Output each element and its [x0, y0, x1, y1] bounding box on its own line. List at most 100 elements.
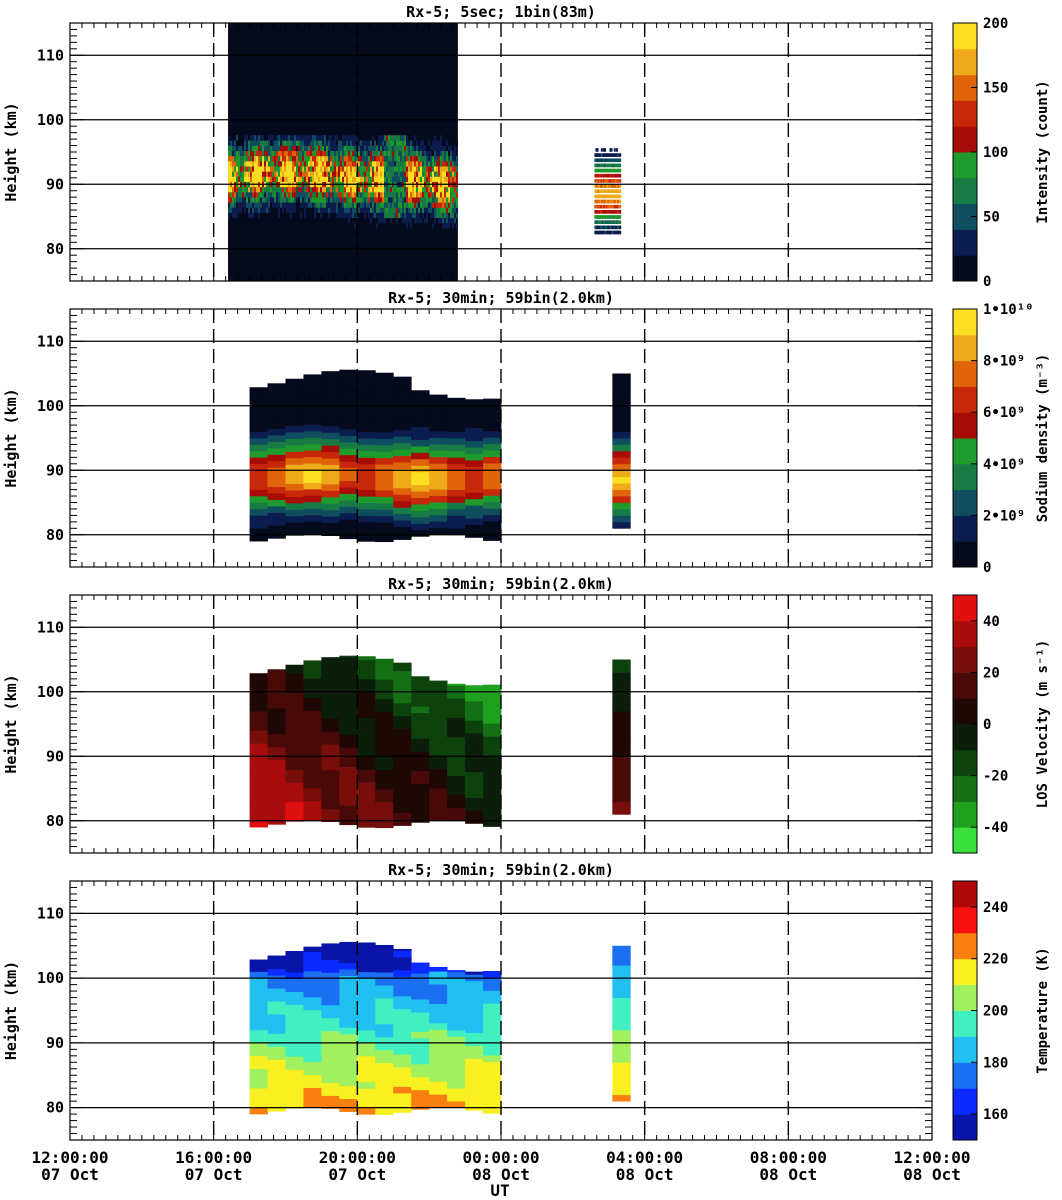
intensity-cell [370, 217, 373, 224]
data-cell [357, 431, 376, 439]
intensity-cell [280, 212, 283, 219]
data-cell [339, 370, 358, 378]
intensity-cell [404, 140, 407, 146]
data-cell [429, 997, 448, 1004]
intensity-cell [396, 202, 399, 208]
data-cell [303, 521, 322, 529]
intensity-cell [442, 171, 445, 177]
data-cell [465, 771, 484, 779]
intensity-cell [394, 135, 397, 141]
intensity-cell [254, 176, 257, 182]
intensity-cell [336, 166, 339, 172]
intensity-cell [298, 202, 301, 208]
data-cell [285, 705, 304, 713]
intensity-cell [316, 171, 319, 177]
data-cell [339, 1059, 358, 1067]
x-tick-label-date: 07 Oct [41, 1165, 99, 1184]
intensity-cell [368, 166, 371, 172]
data-cell [357, 1042, 376, 1050]
intensity-cell [600, 210, 603, 214]
intensity-cell [432, 171, 435, 177]
data-cell [303, 684, 322, 692]
data-cell [321, 509, 340, 517]
intensity-cell [598, 220, 601, 224]
data-cell [393, 819, 412, 826]
data-cell [429, 424, 448, 432]
intensity-cell [434, 140, 437, 146]
data-cell [465, 1045, 484, 1053]
colorbar-tick-label: 0 [983, 560, 991, 576]
intensity-cell [294, 207, 297, 213]
data-cell [267, 695, 286, 703]
data-cell [357, 756, 376, 764]
intensity-cell [302, 186, 305, 193]
intensity-cell [324, 140, 327, 146]
intensity-cell [603, 148, 606, 152]
data-cell [321, 1030, 340, 1038]
data-cell [483, 1068, 502, 1075]
intensity-cell [432, 140, 435, 146]
intensity-cell [390, 166, 393, 172]
intensity-cell [390, 140, 393, 146]
plot-area [228, 23, 622, 281]
data-cell [321, 750, 340, 758]
intensity-cell [607, 199, 610, 204]
intensity-cell [278, 202, 281, 208]
intensity-cell [368, 191, 371, 198]
data-cell [465, 1090, 484, 1098]
intensity-cell [306, 186, 309, 193]
intensity-cell [396, 155, 399, 162]
data-cell [249, 387, 268, 394]
intensity-cell [424, 217, 427, 224]
intensity-cell [352, 186, 355, 193]
data-cell [429, 768, 448, 776]
intensity-cell [344, 150, 347, 157]
data-cell [465, 453, 484, 461]
intensity-cell [308, 166, 311, 172]
intensity-cell [601, 225, 604, 230]
intensity-cell [336, 212, 339, 219]
intensity-cell [408, 202, 411, 208]
data-cell [429, 1087, 448, 1095]
intensity-cell [326, 171, 329, 177]
intensity-cell [304, 161, 307, 167]
data-cell [483, 527, 502, 535]
intensity-cell [260, 166, 263, 172]
data-cell [249, 769, 268, 776]
intensity-cell [272, 176, 275, 182]
intensity-cell [412, 171, 415, 177]
intensity-cell [430, 191, 433, 198]
intensity-cell [290, 135, 293, 141]
data-cell [249, 749, 268, 757]
intensity-cell [384, 197, 387, 203]
intensity-cell [596, 204, 599, 209]
intensity-cell [596, 215, 599, 219]
data-cell [321, 1004, 340, 1012]
intensity-cell [266, 212, 269, 219]
data-cell [357, 502, 376, 510]
intensity-cell [444, 197, 447, 203]
intensity-cell [268, 197, 271, 203]
intensity-cell [366, 202, 369, 208]
intensity-cell [250, 191, 253, 198]
intensity-cell [252, 197, 255, 203]
data-cell [249, 450, 268, 458]
intensity-cell [456, 176, 459, 182]
intensity-cell [380, 217, 383, 224]
intensity-cell [298, 140, 301, 146]
intensity-cell [615, 173, 618, 178]
intensity-cell [610, 225, 613, 230]
data-cell [339, 1027, 358, 1035]
intensity-cell [252, 140, 255, 146]
intensity-cell [276, 155, 279, 162]
intensity-cell [398, 166, 401, 172]
data-cell [483, 697, 502, 705]
data-cell [393, 1008, 412, 1016]
data-cell [612, 756, 631, 764]
intensity-cell [412, 222, 415, 229]
intensity-cell [454, 176, 457, 182]
data-cell [429, 1029, 448, 1037]
x-tick-label-time: 12:00:00 [893, 1148, 970, 1167]
intensity-cell [611, 189, 614, 194]
data-cell [429, 1022, 448, 1030]
